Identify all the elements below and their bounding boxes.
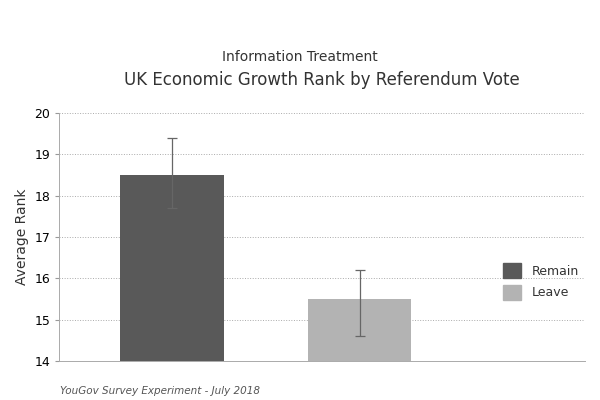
- Bar: [308, 299, 412, 361]
- Legend: Remain, Leave: Remain, Leave: [503, 263, 579, 300]
- Y-axis label: Average Rank: Average Rank: [15, 189, 29, 285]
- Text: Information Treatment: Information Treatment: [222, 50, 378, 64]
- Title: UK Economic Growth Rank by Referendum Vote: UK Economic Growth Rank by Referendum Vo…: [124, 71, 520, 89]
- Text: YouGov Survey Experiment - July 2018: YouGov Survey Experiment - July 2018: [60, 386, 260, 396]
- Bar: [121, 175, 224, 361]
